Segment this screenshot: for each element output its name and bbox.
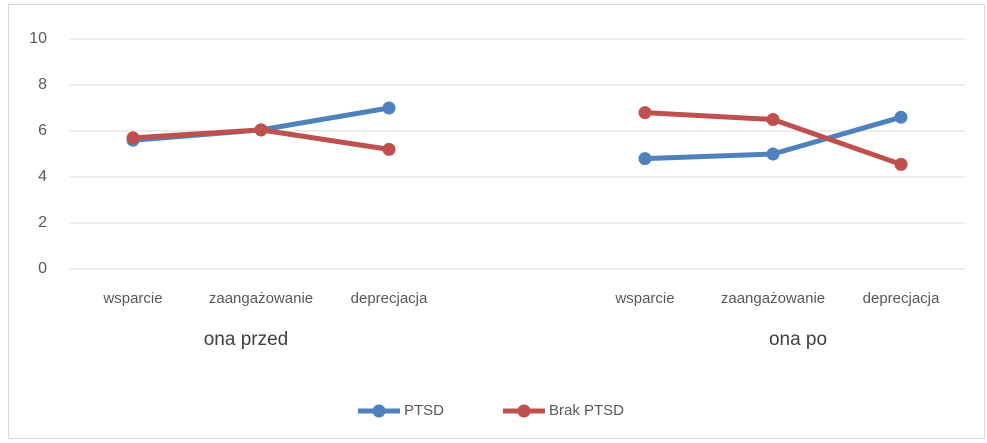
group-label: ona przed	[204, 329, 289, 350]
chart-border	[8, 4, 985, 439]
legend-marker	[372, 404, 386, 418]
x-tick-label: zaangażowanie	[209, 290, 313, 307]
y-tick-label: 6	[38, 122, 47, 139]
y-tick-label: 8	[38, 76, 47, 93]
data-point	[766, 147, 780, 161]
y-tick-label: 0	[38, 260, 47, 277]
x-tick-label: zaangażowanie	[721, 290, 825, 307]
data-point	[638, 106, 652, 120]
x-tick-label: deprecjacja	[351, 290, 428, 307]
x-tick-label: deprecjacja	[863, 290, 940, 307]
data-point	[126, 131, 140, 145]
y-tick-label: 4	[38, 168, 47, 185]
data-point	[254, 123, 268, 137]
data-point	[766, 113, 780, 126]
y-tick-label: 2	[38, 214, 47, 231]
data-point	[382, 101, 396, 115]
data-point	[382, 142, 396, 156]
legend-marker	[517, 404, 531, 418]
y-tick-label: 10	[29, 30, 47, 47]
data-point	[894, 110, 908, 124]
data-point	[638, 152, 652, 166]
group-label: ona po	[769, 329, 827, 350]
x-tick-label: wsparcie	[102, 290, 162, 307]
legend-label: PTSD	[404, 402, 444, 419]
x-tick-label: wsparcie	[614, 290, 674, 307]
data-point	[894, 157, 908, 171]
legend-label: Brak PTSD	[549, 402, 624, 419]
